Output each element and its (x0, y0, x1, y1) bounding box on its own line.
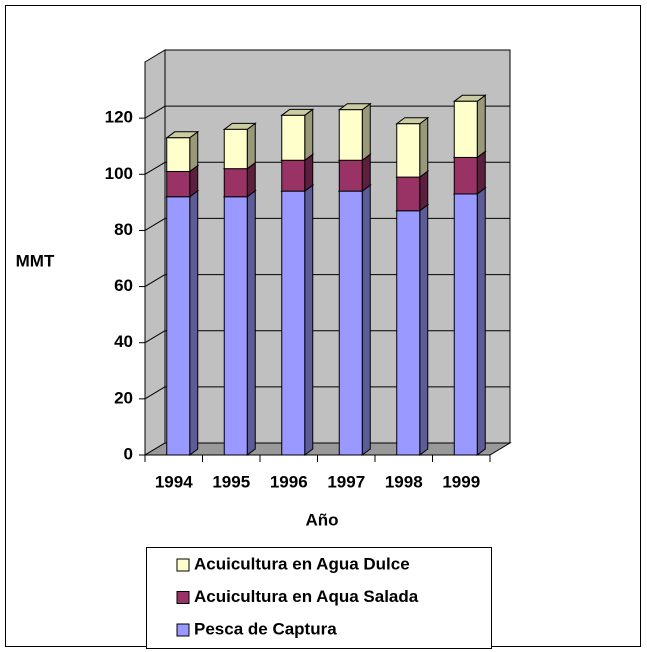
bar-side (419, 116, 429, 179)
bar (453, 193, 478, 456)
grid-line (144, 386, 166, 400)
y-tick-label: 20 (114, 388, 133, 407)
bar-side (246, 189, 256, 456)
bar-side (246, 122, 256, 170)
y-axis-label: MMT (16, 251, 55, 270)
bar (338, 159, 363, 192)
bar (223, 196, 248, 456)
x-tick-label: 1998 (385, 472, 423, 491)
legend-label: Acuicultura en Agua Dulce (194, 554, 410, 573)
grid-line (144, 217, 166, 231)
bar-side (419, 203, 429, 456)
grid-line (144, 161, 166, 175)
bar (281, 114, 306, 161)
y-tick-label: 120 (105, 108, 133, 127)
y-tick-label: 40 (114, 332, 133, 351)
x-tick-label: 1996 (270, 472, 308, 491)
x-tick-label: 1997 (327, 472, 365, 491)
bar (338, 109, 363, 161)
bar-side (419, 170, 429, 212)
bar (338, 190, 363, 456)
bar-side (189, 189, 199, 456)
legend-swatch (176, 623, 190, 637)
bar-side (189, 130, 199, 173)
x-tick-label: 1999 (442, 472, 480, 491)
bar (453, 156, 478, 195)
bar-side (476, 150, 486, 195)
bar-side (361, 184, 371, 456)
x-tick-label: 1994 (155, 472, 193, 491)
bar-side (361, 102, 371, 162)
bar (453, 100, 478, 158)
bar (396, 176, 421, 212)
x-tick-label: 1995 (212, 472, 250, 491)
bar (166, 196, 191, 456)
legend-swatch (176, 558, 190, 572)
y-tick-label: 0 (124, 444, 133, 463)
bar (396, 123, 421, 178)
y-tick-label: 60 (114, 276, 133, 295)
bar-side (304, 184, 314, 456)
bar (166, 170, 191, 198)
legend-label: Acuicultura en Aqua Salada (194, 587, 419, 606)
bar-side (304, 108, 314, 162)
legend-swatch (176, 591, 190, 604)
legend-label: Pesca de Captura (194, 619, 337, 638)
bar-side (476, 94, 486, 159)
bar (281, 159, 306, 192)
x-axis-label: Año (305, 510, 338, 529)
y-tick-label: 100 (105, 164, 133, 183)
side-wall (144, 49, 166, 456)
legend-box (146, 547, 492, 649)
grid-line (144, 105, 166, 119)
y-tick-label: 80 (114, 220, 133, 239)
bar (396, 210, 421, 456)
grid-line (144, 330, 166, 344)
grid-line (144, 274, 166, 288)
bar-side (476, 186, 486, 456)
bar (166, 137, 191, 172)
bar (223, 168, 248, 198)
bar (281, 190, 306, 456)
bar (223, 128, 248, 170)
